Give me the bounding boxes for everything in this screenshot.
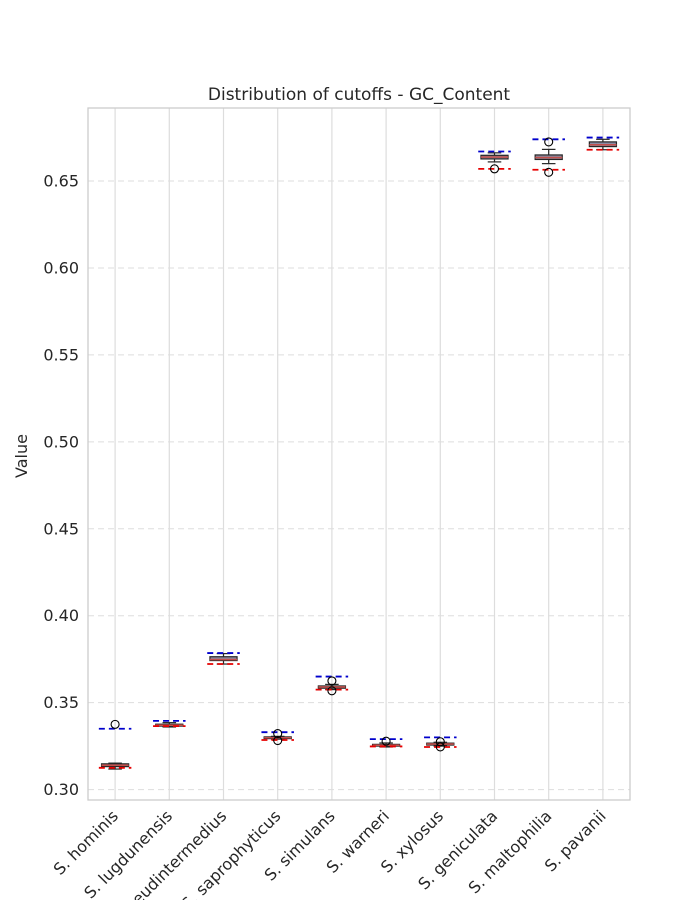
y-tick-label: 0.55: [43, 345, 79, 364]
y-tick-label: 0.40: [43, 606, 79, 625]
y-tick-label: 0.50: [43, 432, 79, 451]
box-body: [209, 656, 238, 662]
outlier-point: [110, 719, 120, 729]
tick-layer: 0.300.350.400.450.500.550.600.65S. homin…: [43, 172, 609, 900]
outlier-point: [273, 729, 283, 739]
box-layer: [98, 136, 620, 770]
box-group: [586, 136, 620, 151]
box-group: [207, 652, 240, 665]
outlier-point: [327, 686, 337, 696]
box-group: [98, 719, 132, 770]
y-tick-label: 0.30: [43, 780, 79, 799]
box-group: [369, 736, 403, 748]
box-group: [478, 150, 511, 174]
chart-title: Distribution of cutoffs - GC_Content: [208, 85, 511, 105]
y-tick-label: 0.45: [43, 519, 79, 538]
y-tick-label: 0.35: [43, 693, 79, 712]
outlier-point: [489, 164, 500, 174]
outlier-point: [381, 736, 391, 746]
box-group: [532, 137, 565, 177]
plot-frame: [87, 107, 631, 801]
outlier-point: [544, 167, 554, 177]
box-group: [424, 736, 457, 752]
box-group: [153, 719, 186, 728]
outlier-point: [435, 737, 445, 747]
outlier-point: [435, 742, 445, 752]
box-group: [315, 675, 349, 696]
outlier-point: [273, 735, 283, 746]
y-tick-label: 0.65: [43, 172, 79, 191]
grid-layer: [88, 108, 630, 800]
y-tick-label: 0.60: [43, 258, 79, 277]
outlier-point: [544, 137, 554, 147]
box-group: [261, 729, 294, 746]
outlier-point: [327, 676, 337, 686]
y-axis-label: Value: [12, 434, 31, 478]
